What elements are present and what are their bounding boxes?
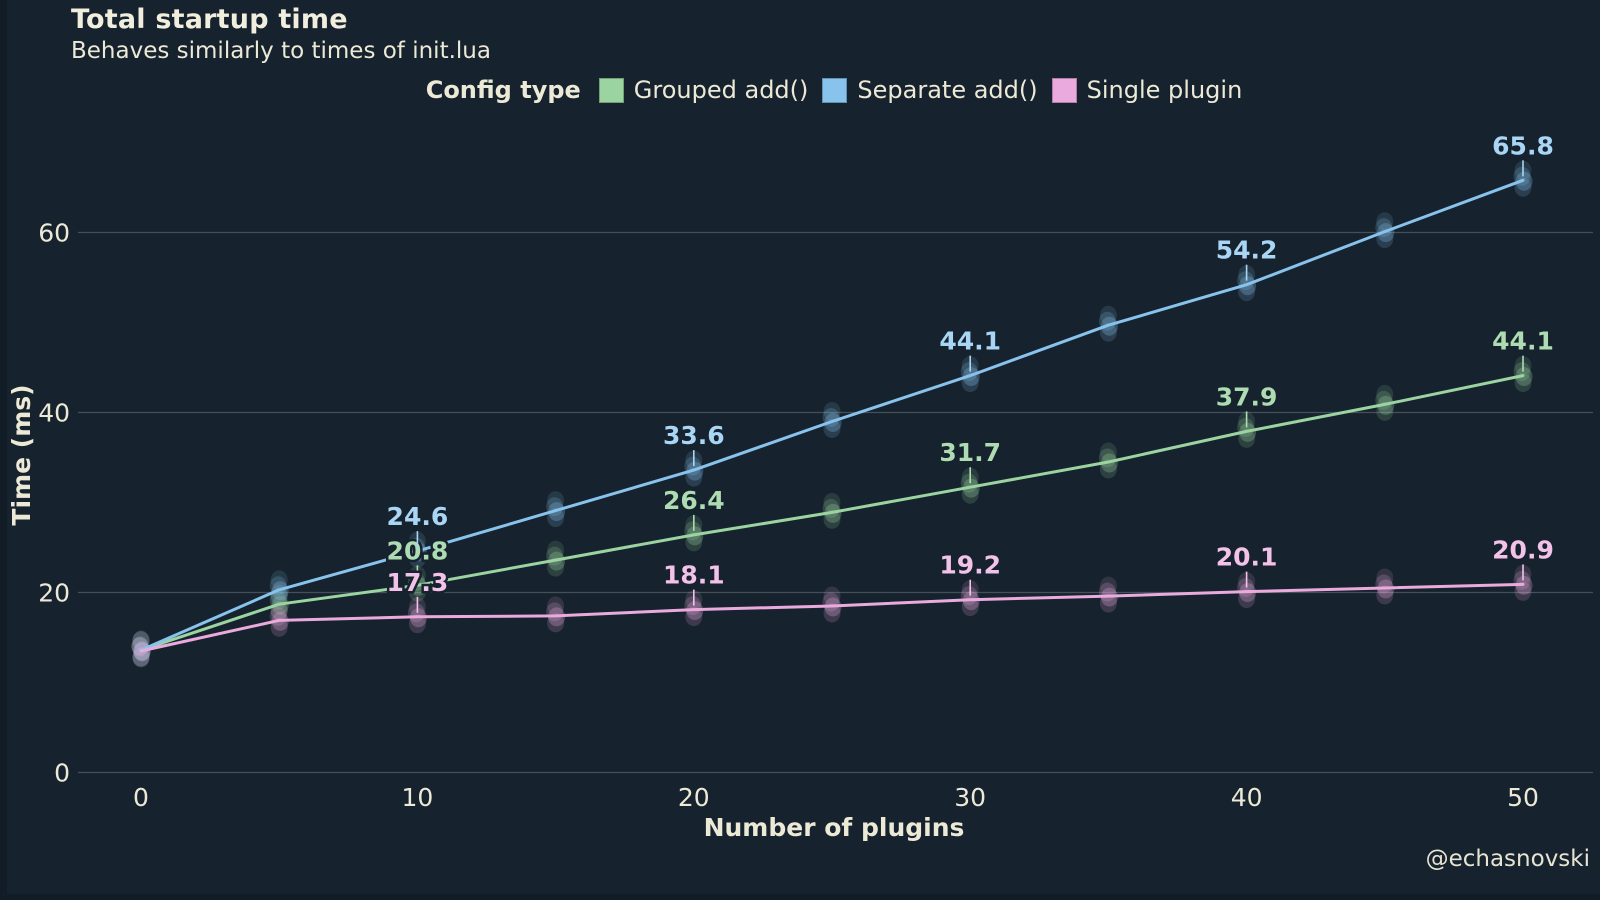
y-tick-label-0: 0 (54, 759, 70, 788)
data-point-single-plugin (1099, 593, 1117, 613)
data-point-separate-add (1099, 305, 1117, 325)
data-label-single-plugin-20: 18.1 (663, 561, 725, 590)
chart-title: Total startup time (71, 4, 348, 35)
x-tick-label-50: 50 (1507, 783, 1539, 812)
legend-item-grouped-add: Grouped add() (598, 76, 809, 104)
legend: Config type Grouped add() Separate add() S… (68, 76, 1600, 104)
data-point-single-plugin (132, 631, 150, 651)
series-line-grouped-add (139, 374, 1525, 652)
data-point-separate-add (132, 630, 150, 650)
window-bottom-edge (0, 894, 1600, 900)
legend-label-grouped-add: Grouped add() (633, 76, 809, 104)
legend-item-separate-add: Separate add() (822, 76, 1038, 104)
data-label-separate-add-10: 24.6 (387, 502, 449, 531)
data-point-grouped-add (132, 647, 150, 667)
data-point-grouped-add (132, 630, 150, 650)
y-axis-title: Time (ms) (7, 384, 36, 526)
data-label-grouped-add-40: 37.9 (1216, 382, 1278, 411)
data-label-separate-add-50: 65.8 (1492, 131, 1554, 160)
data-point-separate-add (132, 647, 150, 667)
legend-label-separate-add: Separate add() (857, 76, 1038, 104)
chart-subtitle: Behaves similarly to times of init.lua (71, 38, 491, 64)
data-point-grouped-add (823, 492, 841, 512)
data-point-separate-add (823, 402, 841, 421)
x-tick-label-30: 30 (954, 783, 986, 812)
data-point-separate-add (270, 570, 288, 590)
data-label-grouped-add-30: 31.7 (939, 438, 1001, 467)
data-label-single-plugin-30: 19.2 (939, 551, 1001, 580)
data-point-single-plugin (1514, 581, 1532, 601)
data-point-single-plugin (1376, 568, 1394, 588)
data-point-single-plugin (823, 586, 841, 606)
data-point-separate-add (1376, 212, 1394, 232)
x-tick-label-20: 20 (678, 783, 710, 812)
series-line-separate-add (139, 178, 1525, 652)
legend-swatch-separate-add (822, 77, 848, 103)
data-label-grouped-add-50: 44.1 (1492, 327, 1554, 356)
data-point-grouped-add (408, 582, 426, 602)
window-left-edge (0, 0, 7, 900)
data-point-single-plugin (823, 603, 841, 623)
data-label-separate-add-30: 44.1 (939, 327, 1001, 356)
x-axis-title: Number of plugins (703, 813, 965, 842)
data-point-grouped-add (1376, 384, 1394, 404)
data-point-single-plugin (132, 648, 150, 668)
watermark: @echasnovski (1425, 846, 1590, 872)
legend-label-single-plugin: Single plugin (1086, 76, 1243, 104)
data-point-grouped-add (823, 509, 841, 529)
y-tick-label-20: 20 (38, 579, 70, 608)
data-label-single-plugin-50: 20.9 (1492, 535, 1554, 564)
y-tick-label-60: 60 (38, 219, 70, 248)
series-line-single-plugin (139, 582, 1525, 653)
data-label-single-plugin-40: 20.1 (1216, 543, 1278, 572)
data-point-single-plugin (547, 613, 565, 633)
x-tick-label-40: 40 (1231, 783, 1263, 812)
legend-item-single-plugin: Single plugin (1051, 76, 1243, 104)
data-point-single-plugin (961, 597, 979, 617)
data-point-single-plugin (1238, 589, 1256, 609)
data-point-single-plugin (685, 607, 703, 627)
legend-swatch-single-plugin (1051, 77, 1077, 103)
data-label-single-plugin-10: 17.3 (387, 568, 449, 597)
data-point-single-plugin (1099, 576, 1117, 596)
data-point-single-plugin (547, 596, 565, 616)
legend-swatch-grouped-add (598, 77, 624, 103)
data-label-grouped-add-20: 26.4 (663, 486, 725, 515)
data-point-single-plugin (408, 614, 426, 634)
data-point-grouped-add (547, 540, 565, 560)
data-point-single-plugin (1376, 585, 1394, 605)
data-label-separate-add-40: 54.2 (1216, 236, 1278, 265)
x-tick-label-10: 10 (401, 783, 433, 812)
legend-title: Config type (425, 76, 581, 104)
data-point-separate-add (547, 491, 565, 511)
data-label-separate-add-20: 33.6 (663, 421, 725, 450)
x-tick-label-0: 0 (133, 783, 149, 812)
y-tick-label-40: 40 (38, 399, 70, 428)
data-point-grouped-add (1099, 442, 1117, 462)
